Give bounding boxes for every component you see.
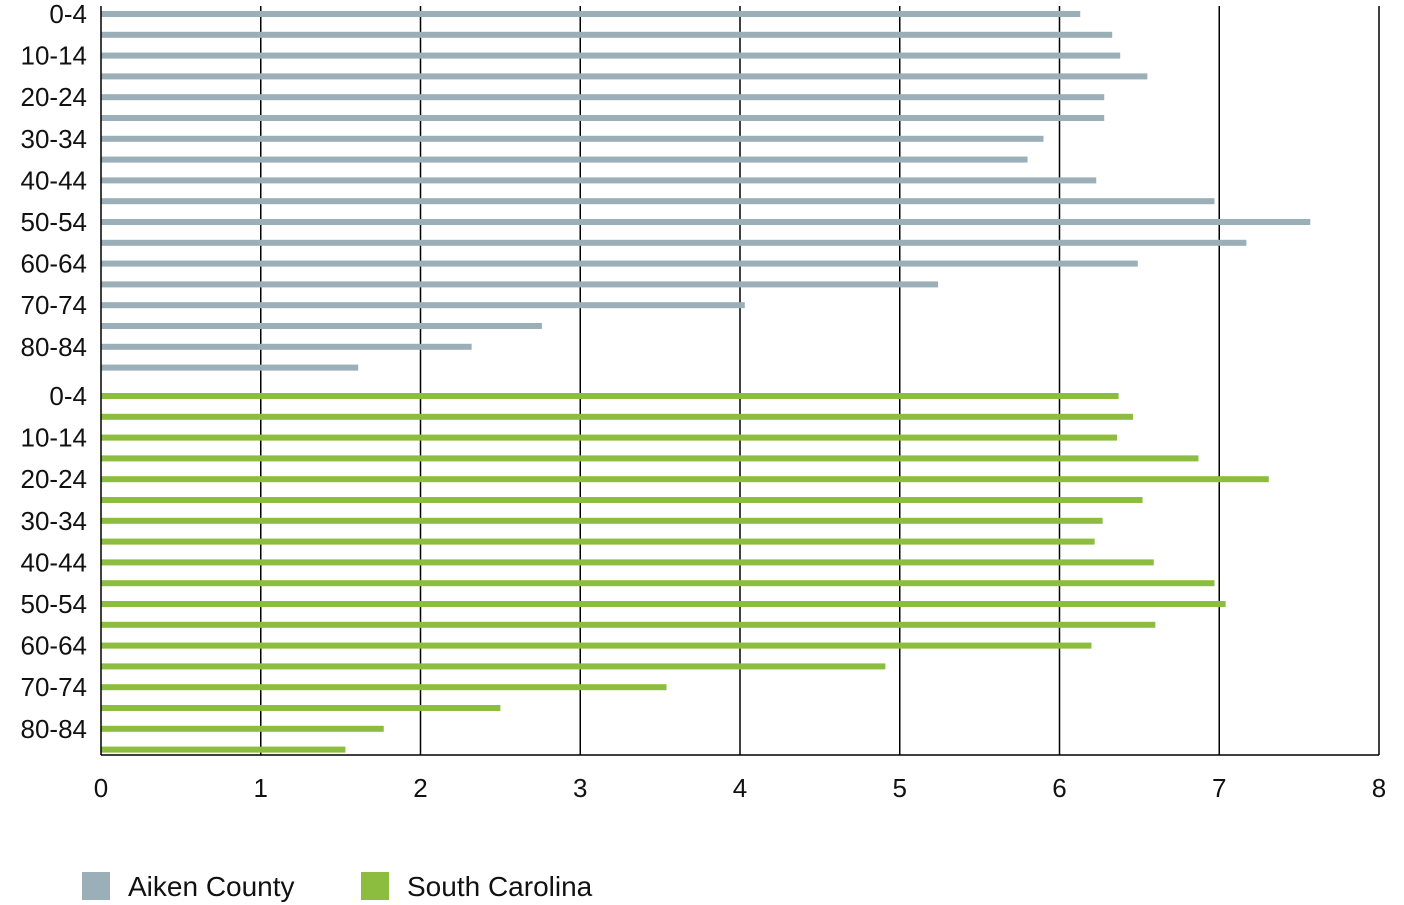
bar-south-carolina-0-4: [101, 393, 1119, 399]
bar-south-carolina-55-59: [101, 621, 1156, 628]
y-tick-label-aiken-county-30-34: 30-34: [21, 124, 88, 154]
bar-south-carolina-30-34: [101, 517, 1103, 524]
x-tick-label-3: 3: [573, 773, 587, 803]
bar-aiken-county-60-64: [101, 260, 1138, 267]
bar-aiken-county-55-59: [101, 239, 1247, 246]
y-tick-label-south-carolina-10-14: 10-14: [21, 423, 88, 453]
x-tick-label-7: 7: [1212, 773, 1226, 803]
y-tick-label-aiken-county-50-54: 50-54: [21, 207, 88, 237]
y-tick-label-south-carolina-30-34: 30-34: [21, 506, 88, 536]
y-tick-label-aiken-county-80-84: 80-84: [21, 332, 88, 362]
bar-south-carolina-20-24: [101, 476, 1269, 483]
bar-south-carolina-80-84: [101, 725, 384, 732]
bar-south-carolina-5-9: [101, 413, 1133, 420]
y-tick-label-south-carolina-40-44: 40-44: [21, 547, 88, 577]
y-tick-label-south-carolina-0-4: 0-4: [49, 381, 87, 411]
y-tick-label-aiken-county-10-14: 10-14: [21, 41, 88, 71]
bar-south-carolina-15-19: [101, 455, 1199, 462]
bar-south-carolina-25-29: [101, 497, 1143, 503]
y-tick-label-aiken-county-0-4: 0-4: [49, 0, 87, 29]
legend-label-south-carolina: South Carolina: [407, 871, 593, 902]
legend-swatch-aiken-county: [82, 872, 110, 900]
y-tick-label-south-carolina-50-54: 50-54: [21, 589, 88, 619]
y-tick-label-south-carolina-70-74: 70-74: [21, 672, 88, 702]
bar-aiken-county-80-84: [101, 343, 472, 350]
bar-south-carolina-10-14: [101, 434, 1118, 441]
bar-aiken-county-45-49: [101, 198, 1215, 205]
bar-south-carolina-60-64: [101, 642, 1092, 649]
bar-aiken-county-10-14: [101, 52, 1121, 59]
y-tick-label-aiken-county-60-64: 60-64: [21, 249, 88, 279]
bar-south-carolina-75-79: [101, 705, 501, 711]
bar-aiken-county-25-29: [101, 115, 1105, 121]
legend-swatch-south-carolina: [361, 872, 389, 900]
x-tick-label-6: 6: [1052, 773, 1066, 803]
y-tick-label-south-carolina-60-64: 60-64: [21, 631, 88, 661]
bar-aiken-county-70-74: [101, 302, 745, 309]
y-tick-label-south-carolina-80-84: 80-84: [21, 714, 88, 744]
bar-aiken-county-20-24: [101, 94, 1105, 101]
y-tick-label-aiken-county-70-74: 70-74: [21, 290, 88, 320]
bar-aiken-county-75-79: [101, 323, 542, 329]
x-tick-label-5: 5: [893, 773, 907, 803]
bar-aiken-county-50-54: [101, 219, 1311, 225]
bar-aiken-county-5-9: [101, 31, 1113, 38]
x-tick-label-2: 2: [413, 773, 427, 803]
bar-south-carolina-65-69: [101, 663, 886, 670]
y-tick-label-aiken-county-40-44: 40-44: [21, 165, 88, 195]
bar-aiken-county-35-39: [101, 156, 1028, 163]
bar-aiken-county-15-19: [101, 73, 1148, 80]
bar-south-carolina-70-74: [101, 684, 667, 691]
y-tick-label-south-carolina-20-24: 20-24: [21, 464, 88, 494]
x-tick-label-0: 0: [94, 773, 108, 803]
bar-aiken-county-30-34: [101, 135, 1044, 142]
bar-aiken-county-40-44: [101, 177, 1097, 184]
legend-label-aiken-county: Aiken County: [128, 871, 295, 902]
x-tick-label-1: 1: [254, 773, 268, 803]
bar-south-carolina-35-39: [101, 538, 1095, 545]
bar-aiken-county-85+: [101, 364, 359, 371]
y-tick-label-aiken-county-20-24: 20-24: [21, 82, 88, 112]
bar-south-carolina-85+: [101, 746, 346, 753]
bar-aiken-county-0-4: [101, 11, 1081, 17]
bar-aiken-county-65-69: [101, 281, 939, 288]
x-tick-label-4: 4: [733, 773, 747, 803]
bar-south-carolina-45-49: [101, 580, 1215, 587]
bar-south-carolina-40-44: [101, 559, 1154, 566]
bar-south-carolina-50-54: [101, 601, 1226, 607]
x-tick-label-8: 8: [1372, 773, 1386, 803]
